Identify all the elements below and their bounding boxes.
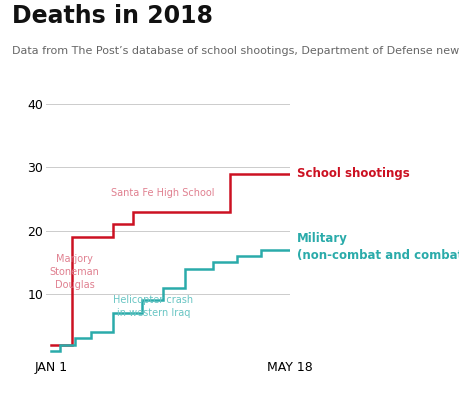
Text: Deaths in 2018: Deaths in 2018 — [11, 4, 212, 28]
Text: Data from The Post’s database of school shootings, Department of Defense news re: Data from The Post’s database of school … — [11, 46, 459, 56]
Text: School shootings: School shootings — [296, 167, 409, 180]
Text: Helicopter crash
in western Iraq: Helicopter crash in western Iraq — [113, 295, 193, 318]
Text: Marjory
Stoneman
Douglas: Marjory Stoneman Douglas — [50, 254, 100, 290]
Text: Military: Military — [296, 232, 347, 245]
Text: (non-combat and combat): (non-combat and combat) — [296, 249, 459, 262]
Text: Santa Fe High School: Santa Fe High School — [111, 188, 214, 198]
